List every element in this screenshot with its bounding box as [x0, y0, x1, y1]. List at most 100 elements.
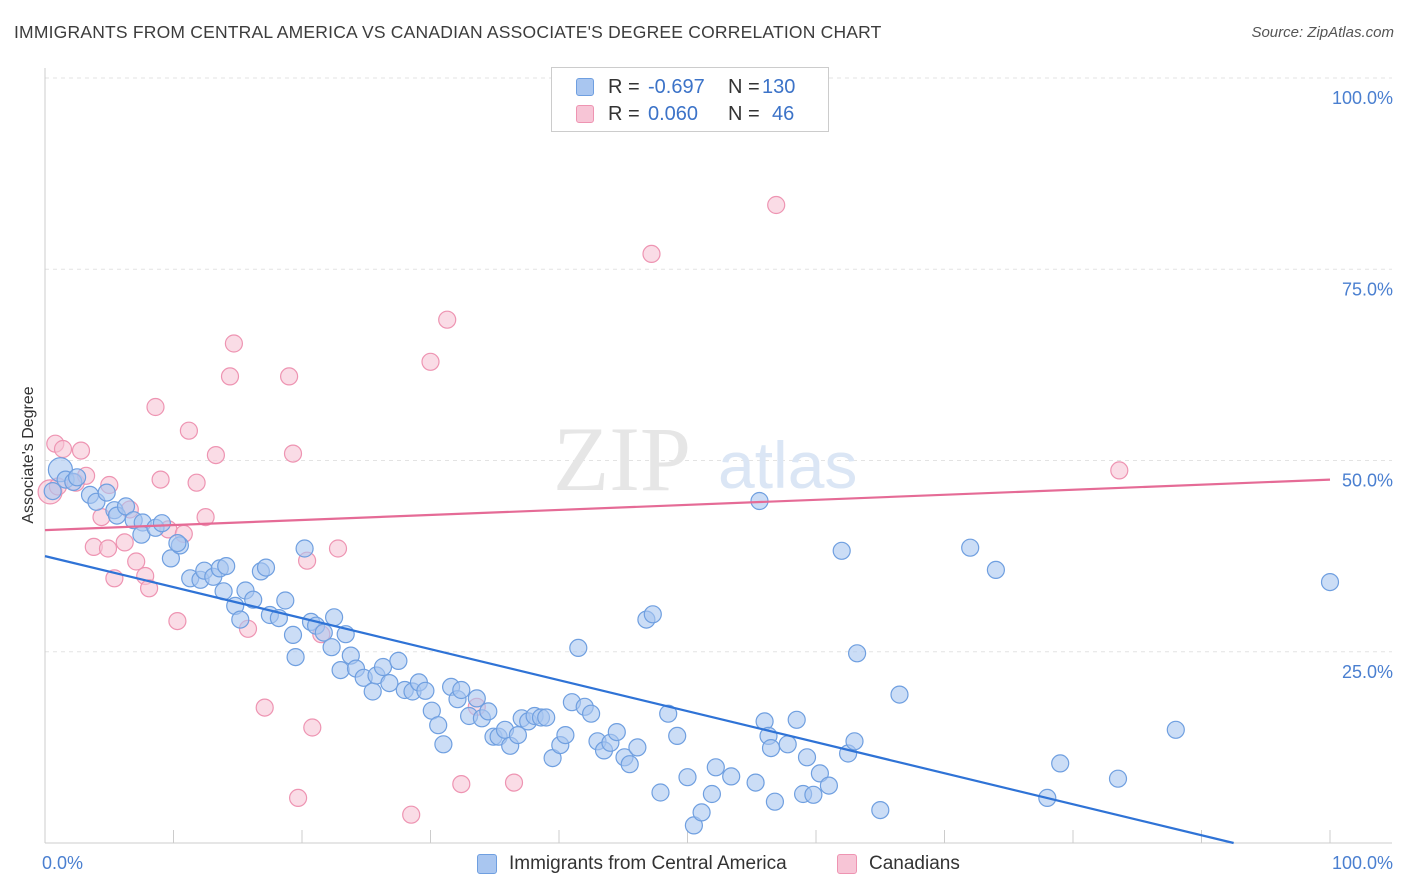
scatter-point [767, 195, 786, 215]
legend-r-label: R = [608, 102, 640, 125]
legend-r-label: R = [608, 75, 640, 98]
scatter-point [416, 681, 435, 700]
scatter-point [706, 758, 725, 777]
scatter-point [421, 352, 440, 371]
y-tick-label: 100.0% [1332, 88, 1393, 108]
scatter-point [1320, 572, 1340, 592]
scatter-point [71, 441, 91, 460]
scatter-point [283, 625, 303, 645]
scatter-point [804, 785, 823, 804]
legend: R = -0.697 N = 130 R = 0.060 N = 46 [551, 67, 829, 132]
scatter-point [832, 541, 851, 560]
scatter-point [1166, 720, 1185, 739]
trendlines [44, 478, 1331, 845]
scatter-point [380, 673, 399, 693]
scatter-point [761, 738, 781, 758]
scatter-point [467, 689, 486, 708]
scatter-point [276, 591, 295, 610]
scatter-point [556, 725, 575, 745]
scatter-point [890, 685, 909, 704]
legend-swatch-pink [576, 105, 594, 123]
scatter-point [452, 774, 471, 794]
watermark-zip: ZIP [553, 408, 691, 510]
bottom-legend-swatch-blue [477, 854, 497, 874]
scatter-point [452, 680, 471, 700]
scatter-point [1108, 769, 1128, 788]
chart-title: IMMIGRANTS FROM CENTRAL AMERICA VS CANAD… [14, 22, 882, 42]
scatter-point [231, 610, 250, 629]
x-tick-labels: 0.0% 100.0% [42, 853, 1393, 873]
scatter-point [187, 473, 206, 492]
scatter-point [961, 538, 980, 557]
scatter-point [244, 590, 263, 609]
scatter-point [389, 651, 408, 671]
scatter-point [224, 334, 243, 353]
scatter-point [643, 605, 662, 624]
scatter-point [220, 367, 240, 386]
scatter-point [286, 647, 305, 667]
scatter-point [620, 755, 639, 774]
scatter-point [303, 718, 322, 737]
legend-row-blue: R = -0.697 N = 130 [576, 74, 795, 100]
scatter-point [702, 784, 722, 804]
scatter-point [161, 549, 180, 568]
scatter-point [43, 482, 62, 501]
scatter-point [746, 773, 765, 792]
scatter-point [778, 735, 797, 754]
scatter-point [537, 708, 556, 727]
scatter-point [168, 533, 187, 553]
scatter-point [168, 611, 187, 631]
watermark: ZIP atlas [553, 408, 857, 510]
scatter-point [217, 556, 236, 576]
scatter-point [438, 310, 457, 329]
scatter-point [607, 722, 626, 742]
scatter-point [479, 702, 498, 721]
legend-n-label: N = [728, 102, 760, 125]
y-tick-label: 50.0% [1342, 471, 1393, 491]
trend-line [44, 478, 1331, 532]
x-tick-label: 0.0% [42, 853, 83, 873]
legend-row-pink: R = 0.060 N = 46 [576, 101, 794, 127]
scatter-point [810, 764, 830, 783]
scatter-point [289, 788, 308, 808]
scatter-point [845, 732, 864, 751]
scatter-point [363, 682, 382, 701]
legend-n-value: 46 [772, 102, 795, 125]
scatter-point [581, 704, 601, 723]
bottom-legend-label-blue: Immigrants from Central America [509, 853, 787, 874]
legend-r-value: 0.060 [648, 102, 699, 125]
scatter-point [508, 725, 528, 745]
scatter-point [256, 558, 276, 577]
scatter-point [325, 608, 344, 627]
y-tick-label: 75.0% [1342, 279, 1393, 299]
x-tick-label: 100.0% [1332, 853, 1393, 873]
scatter-point [151, 470, 170, 489]
scatter-point [722, 767, 741, 786]
bottom-legend-label-pink: Canadians [869, 853, 960, 874]
scatter-point [651, 783, 670, 802]
scatter-point [787, 710, 806, 729]
scatter-point [116, 497, 136, 516]
scatter-point [295, 539, 314, 558]
scatter-point [255, 698, 274, 717]
axes [44, 68, 1392, 844]
y-tick-labels: 25.0% 50.0% 75.0% 100.0% [1332, 88, 1393, 682]
scatter-point [847, 644, 867, 663]
scatter-point [504, 773, 524, 792]
scatter-point [628, 738, 647, 757]
scatter-point [322, 638, 341, 657]
scatter-point [146, 397, 165, 417]
gridlines [45, 77, 1392, 653]
legend-swatch-blue [576, 78, 594, 96]
scatter-point [98, 539, 118, 558]
scatter-point [206, 446, 225, 465]
scatter-point [97, 483, 116, 502]
scatter-point [819, 776, 839, 795]
scatter-point [331, 660, 350, 680]
scatter-point [402, 805, 421, 824]
scatter-point [280, 367, 299, 386]
scatter-point [986, 560, 1006, 580]
scatter-point [642, 244, 661, 263]
scatter-point [797, 748, 817, 767]
scatter-point [692, 803, 711, 822]
